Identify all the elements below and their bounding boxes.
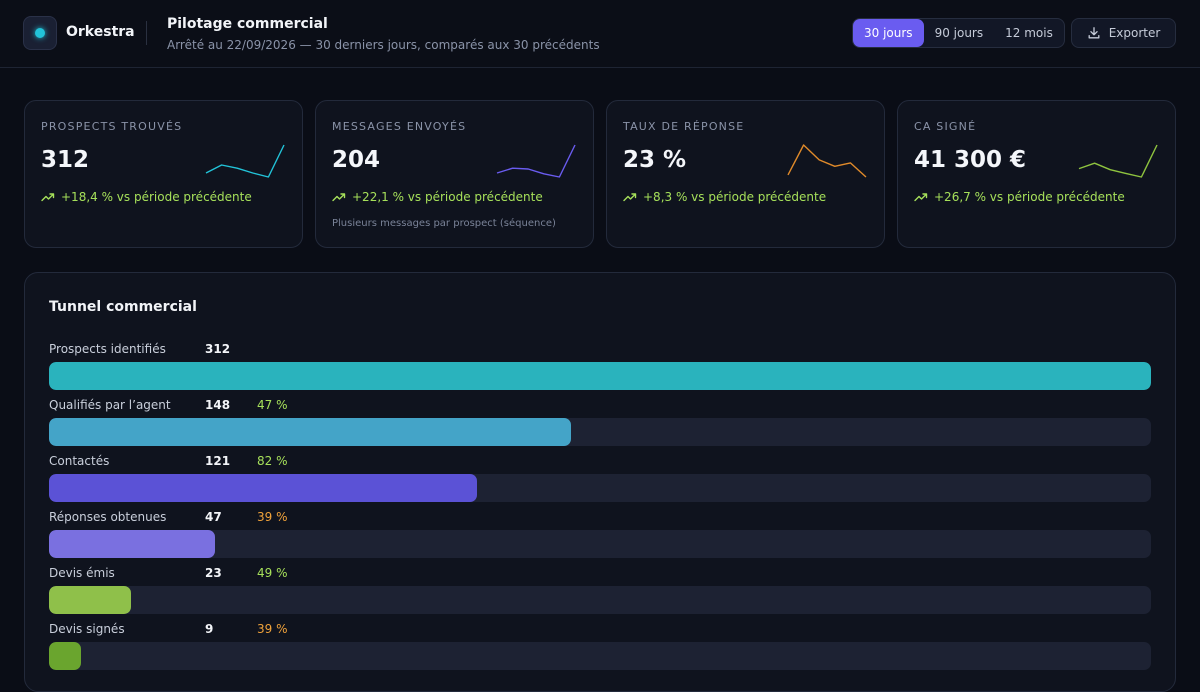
stage-count: 121 xyxy=(205,454,231,468)
stage-bar-track xyxy=(49,586,1151,614)
brand-name: Orkestra xyxy=(66,24,135,40)
stage-rate: 47 % xyxy=(257,398,288,412)
sparkline-path xyxy=(496,144,576,178)
sparkline-messages xyxy=(496,144,576,178)
sparkline-revenue xyxy=(1078,144,1158,178)
kpi-value: 23 % xyxy=(623,147,687,173)
kpi-label: PROSPECTS TROUVÉS xyxy=(41,120,183,133)
stage-label: Contactés xyxy=(49,454,110,468)
kpi-card-revenue: CA SIGNÉ 41 300 € +26,7 % vs période pré… xyxy=(897,100,1176,248)
stage-label: Devis émis xyxy=(49,566,115,580)
stage-count: 23 xyxy=(205,566,222,580)
logo-dot-icon xyxy=(35,28,45,38)
trend-up-icon xyxy=(332,193,346,202)
stage-bar-track xyxy=(49,362,1151,390)
stage-bar-track xyxy=(49,642,1151,670)
stage-label: Prospects identifiés xyxy=(49,342,166,356)
period-90-days-button[interactable]: 90 jours xyxy=(934,26,984,40)
stage-count: 312 xyxy=(205,342,231,356)
trend-up-icon xyxy=(914,193,928,202)
kpi-value: 204 xyxy=(332,147,381,173)
period-30-days-button[interactable]: 30 jours xyxy=(853,19,924,47)
stage-count: 47 xyxy=(205,510,222,524)
stage-rate: 82 % xyxy=(257,454,288,468)
kpi-trend-text: +26,7 % vs période précédente xyxy=(934,190,1125,204)
stage-rate: 39 % xyxy=(257,510,288,524)
funnel-panel: Tunnel commercial Prospects identifiés 3… xyxy=(24,272,1176,692)
stage-rate: 49 % xyxy=(257,566,288,580)
app-logo[interactable] xyxy=(23,16,57,50)
kpi-label: MESSAGES ENVOYÉS xyxy=(332,120,467,133)
sparkline-path xyxy=(205,144,285,178)
kpi-trend-text: +8,3 % vs période précédente xyxy=(643,190,827,204)
sparkline-prospects xyxy=(205,144,285,178)
period-selector: 30 jours 90 jours 12 mois xyxy=(852,18,1065,48)
funnel-stage: Devis signés 9 39 % xyxy=(49,622,1151,676)
sparkline-path xyxy=(1078,144,1158,178)
stage-bar-fill xyxy=(49,362,1151,390)
stage-bar-track xyxy=(49,474,1151,502)
top-bar: Orkestra Pilotage commercial Arrêté au 2… xyxy=(0,0,1200,68)
kpi-card-response-rate: TAUX DE RÉPONSE 23 % +8,3 % vs période p… xyxy=(606,100,885,248)
kpi-card-messages: MESSAGES ENVOYÉS 204 +22,1 % vs période … xyxy=(315,100,594,248)
stage-count: 9 xyxy=(205,622,214,636)
stage-bar-track xyxy=(49,530,1151,558)
funnel-title: Tunnel commercial xyxy=(49,299,197,315)
stage-label: Qualifiés par l’agent xyxy=(49,398,171,412)
export-button[interactable]: Exporter xyxy=(1071,18,1176,48)
stage-bar-fill xyxy=(49,586,131,614)
kpi-value: 312 xyxy=(41,147,90,173)
kpi-card-prospects: PROSPECTS TROUVÉS 312 +18,4 % vs période… xyxy=(24,100,303,248)
funnel-stage: Contactés 121 82 % xyxy=(49,454,1151,508)
kpi-value: 41 300 € xyxy=(914,147,1027,173)
funnel-stage: Devis émis 23 49 % xyxy=(49,566,1151,620)
stage-bar-track xyxy=(49,418,1151,446)
kpi-label: CA SIGNÉ xyxy=(914,120,977,133)
sparkline-path xyxy=(787,144,867,178)
funnel-stage: Prospects identifiés 312 xyxy=(49,342,1151,396)
stage-count: 148 xyxy=(205,398,231,412)
kpi-trend: +22,1 % vs période précédente xyxy=(332,190,543,204)
stage-label: Devis signés xyxy=(49,622,125,636)
stage-bar-fill xyxy=(49,642,81,670)
period-12-months-button[interactable]: 12 mois xyxy=(1005,26,1053,40)
stage-bar-fill xyxy=(49,474,477,502)
trend-up-icon xyxy=(623,193,637,202)
kpi-trend: +18,4 % vs période précédente xyxy=(41,190,252,204)
header-divider xyxy=(146,21,147,45)
trend-up-icon xyxy=(41,193,55,202)
kpi-label: TAUX DE RÉPONSE xyxy=(623,120,745,133)
sparkline-response-rate xyxy=(787,144,867,178)
stage-rate: 39 % xyxy=(257,622,288,636)
kpi-note: Plusieurs messages par prospect (séquenc… xyxy=(332,218,556,229)
download-icon xyxy=(1088,27,1100,39)
kpi-trend-text: +18,4 % vs période précédente xyxy=(61,190,252,204)
page-subtitle: Arrêté au 22/09/2026 — 30 derniers jours… xyxy=(167,38,600,52)
stage-bar-fill xyxy=(49,530,216,558)
funnel-stage: Réponses obtenues 47 39 % xyxy=(49,510,1151,564)
funnel-stage: Qualifiés par l’agent 148 47 % xyxy=(49,398,1151,452)
kpi-trend: +8,3 % vs période précédente xyxy=(623,190,826,204)
export-label: Exporter xyxy=(1108,26,1161,40)
kpi-trend-text: +22,1 % vs période précédente xyxy=(352,190,543,204)
page-title: Pilotage commercial xyxy=(167,16,328,32)
stage-label: Réponses obtenues xyxy=(49,510,167,524)
kpi-trend: +26,7 % vs période précédente xyxy=(914,190,1125,204)
stage-bar-fill xyxy=(49,418,572,446)
